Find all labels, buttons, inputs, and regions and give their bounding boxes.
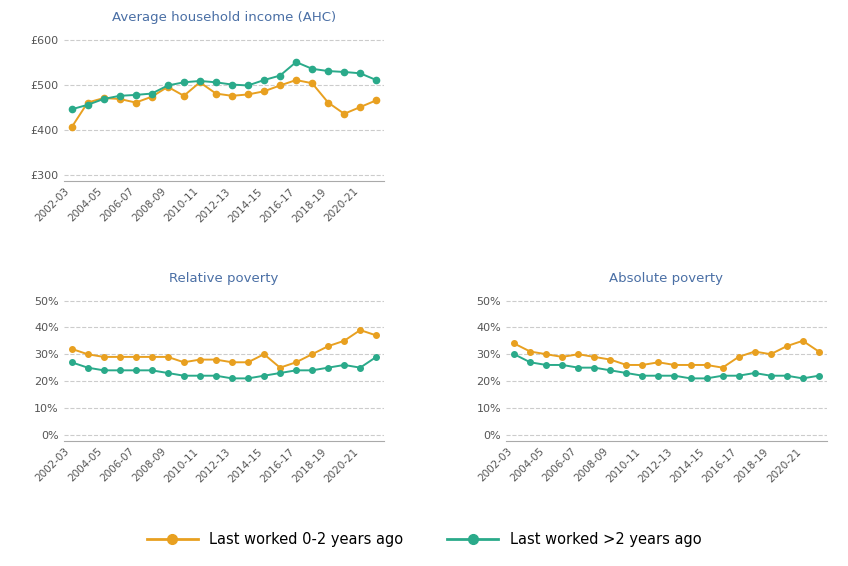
Legend: Last worked 0-2 years ago, Last worked >2 years ago: Last worked 0-2 years ago, Last worked >… <box>141 526 707 553</box>
Title: Relative poverty: Relative poverty <box>170 272 279 285</box>
Title: Absolute poverty: Absolute poverty <box>610 272 723 285</box>
Title: Average household income (AHC): Average household income (AHC) <box>112 11 336 24</box>
